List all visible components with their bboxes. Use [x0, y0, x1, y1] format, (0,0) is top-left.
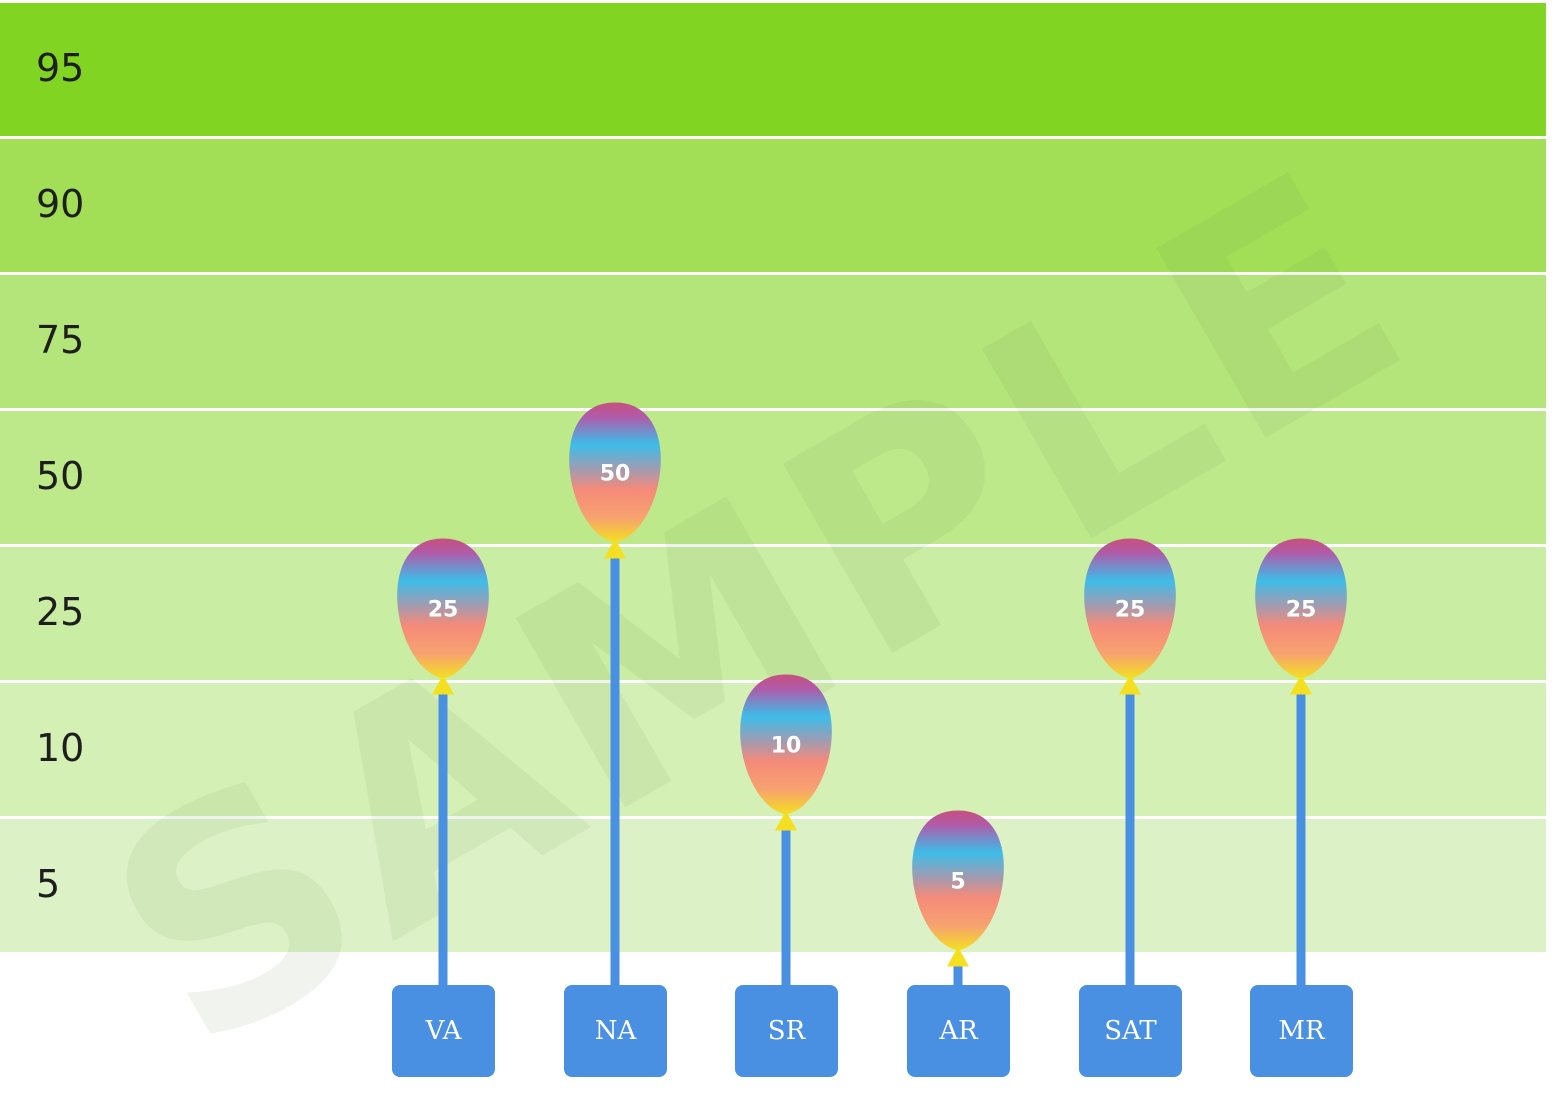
y-band-75 — [0, 275, 1546, 408]
data-label-sr: 10 — [771, 734, 802, 759]
y-tick-label: 90 — [36, 181, 85, 226]
balloon-knot-mr — [1290, 674, 1312, 695]
y-band-90 — [0, 139, 1546, 272]
x-tick-label-na: NA — [564, 985, 667, 1077]
y-band-5 — [0, 819, 1546, 952]
y-tick-label: 25 — [36, 589, 85, 634]
balloon-na — [569, 402, 661, 543]
balloon-knot-ar — [947, 946, 969, 967]
x-tick-label-mr: MR — [1250, 985, 1353, 1077]
y-band-50 — [0, 411, 1546, 544]
balloon-sat — [1084, 538, 1176, 679]
y-tick-label: 5 — [36, 861, 61, 906]
balloon-mr — [1255, 538, 1347, 679]
x-tick-label-ar: AR — [907, 985, 1010, 1077]
balloon-knot-va — [432, 674, 454, 695]
y-band-95 — [0, 3, 1546, 136]
balloon-knot-sat — [1119, 674, 1141, 695]
x-tick-label-sr: SR — [735, 985, 838, 1077]
balloon-chart: 25 50 10 5 25 25 — [397, 402, 1347, 987]
x-tick-label-va: VA — [392, 985, 495, 1077]
balloon-ar — [912, 810, 1004, 951]
balloon-va — [397, 538, 489, 679]
data-label-sat: 25 — [1115, 598, 1146, 623]
y-tick-label: 10 — [36, 725, 85, 770]
balloon-knot-na — [604, 538, 626, 559]
x-tick-label-sat: SAT — [1079, 985, 1182, 1077]
data-label-na: 50 — [600, 462, 631, 487]
y-tick-label: 75 — [36, 317, 85, 362]
y-tick-label: 50 — [36, 453, 85, 498]
data-label-mr: 25 — [1286, 598, 1317, 623]
balloon-sr — [740, 674, 832, 815]
data-label-va: 25 — [428, 598, 459, 623]
balloon-knot-sr — [775, 810, 797, 831]
y-tick-label: 95 — [36, 45, 85, 90]
data-label-ar: 5 — [950, 870, 965, 895]
